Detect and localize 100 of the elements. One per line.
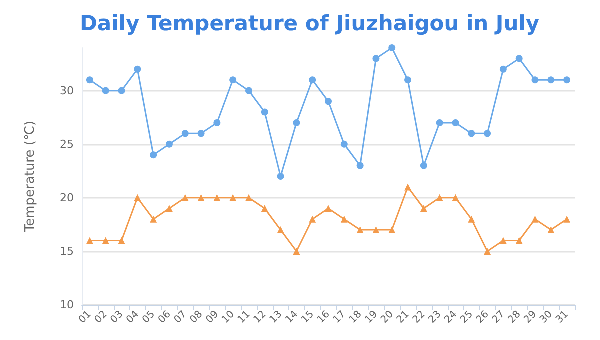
point (500, 237, 507, 244)
point (102, 237, 110, 244)
y-tick-label: 15 (60, 244, 74, 258)
x-tick-label: 07 (172, 309, 190, 326)
point (484, 130, 492, 138)
point (293, 119, 300, 126)
point (516, 55, 523, 62)
point (548, 226, 555, 234)
x-tick-label: 18 (347, 309, 364, 326)
x-tick-label: 24 (442, 309, 460, 326)
chart-title: Daily Temperature of Jiuzhaigou in July (80, 12, 540, 36)
x-tick-label: 20 (379, 309, 396, 326)
point (564, 76, 571, 84)
x-tick-label: 10 (220, 309, 237, 326)
point (325, 205, 332, 212)
point (500, 66, 507, 73)
x-tick-label: 30 (538, 309, 556, 326)
point (166, 140, 173, 148)
point (293, 248, 300, 255)
point (564, 216, 571, 223)
point (452, 194, 460, 202)
point (356, 162, 364, 170)
point (516, 237, 523, 244)
x-tick-label: 02 (92, 309, 110, 326)
point (325, 98, 332, 106)
point (214, 119, 221, 126)
point (388, 226, 396, 234)
x-tick-label: 04 (124, 309, 142, 326)
point (309, 216, 316, 223)
point (532, 216, 539, 223)
y-tick-label: 10 (60, 298, 74, 312)
x-tick-label: 22 (411, 309, 428, 326)
x-tick-label: 19 (363, 309, 380, 326)
point (245, 87, 252, 94)
x-tick-label: 29 (522, 309, 540, 326)
point (166, 205, 173, 212)
x-tick-label: 09 (204, 309, 222, 326)
point (532, 76, 539, 84)
point (309, 76, 316, 84)
point (548, 76, 555, 84)
y-tick-label: 25 (60, 138, 74, 151)
point (468, 216, 476, 223)
x-tick-label: 21 (395, 309, 412, 326)
y-tick-label: 20 (60, 191, 74, 204)
x-tick-label: 15 (300, 309, 316, 326)
point (245, 194, 252, 202)
point (86, 237, 94, 244)
y-tick-label: 30 (60, 84, 74, 98)
point (198, 194, 205, 202)
x-tick-label: 16 (316, 309, 332, 326)
point (150, 152, 158, 159)
point (182, 194, 189, 202)
point (261, 205, 268, 212)
point (198, 130, 205, 138)
point (230, 194, 237, 202)
point (86, 76, 94, 84)
point (118, 87, 126, 94)
point (214, 194, 221, 202)
point (356, 226, 364, 234)
point (420, 162, 428, 170)
x-tick-label: 23 (426, 309, 444, 326)
point (484, 248, 492, 255)
x-tick-label: 28 (506, 309, 524, 326)
point (118, 237, 126, 244)
point (182, 130, 189, 138)
y-axis-title: Temperature (℃) (23, 120, 38, 234)
point (277, 173, 284, 180)
point (404, 76, 412, 84)
x-tick-label: 03 (108, 309, 126, 326)
point (468, 130, 476, 138)
point (230, 76, 237, 84)
x-tick-label: 13 (268, 309, 285, 326)
point (420, 205, 428, 212)
x-tick-label: 31 (554, 309, 571, 326)
x-tick-label: 14 (284, 309, 301, 326)
x-tick-label: 11 (236, 309, 253, 326)
x-tick-label: 06 (156, 309, 174, 326)
point (150, 216, 158, 223)
point (134, 66, 142, 73)
point (102, 87, 110, 94)
point (388, 44, 396, 52)
point (372, 55, 380, 62)
point (261, 108, 268, 116)
point (277, 226, 284, 234)
point (372, 226, 380, 234)
point (404, 184, 412, 191)
point (452, 119, 460, 126)
point (134, 194, 142, 202)
x-tick-label: 05 (140, 309, 158, 326)
x-tick-label: 12 (252, 309, 269, 326)
x-tick-label: 17 (332, 309, 348, 326)
x-tick-label: 08 (188, 309, 206, 326)
x-tick-label: 25 (458, 309, 476, 326)
point (340, 140, 348, 148)
x-tick-label: 27 (490, 309, 508, 326)
point (340, 216, 348, 223)
point (436, 119, 444, 126)
x-tick-label: 26 (474, 309, 492, 326)
point (436, 194, 444, 202)
x-tick-label: 01 (77, 309, 94, 326)
